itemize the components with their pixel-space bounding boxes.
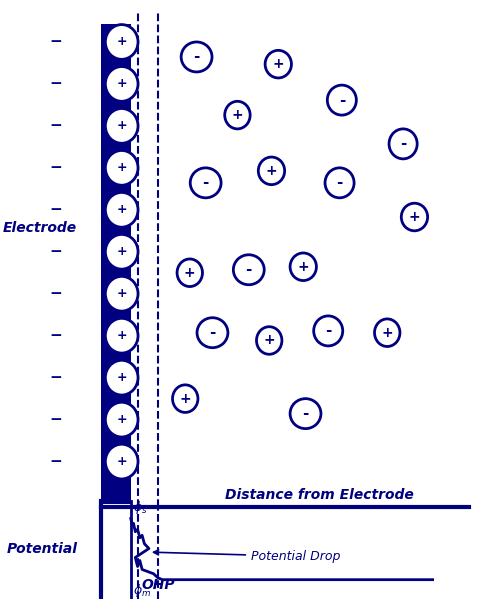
Text: $\phi_s$: $\phi_s$ [133, 499, 148, 516]
Ellipse shape [257, 327, 282, 355]
Ellipse shape [265, 51, 292, 78]
Text: +: + [179, 391, 191, 406]
Text: -: - [400, 136, 406, 151]
Text: -: - [246, 262, 252, 277]
Text: +: + [116, 203, 127, 216]
Ellipse shape [105, 66, 138, 101]
FancyBboxPatch shape [101, 24, 131, 504]
Ellipse shape [314, 316, 343, 346]
Text: $\phi_m$: $\phi_m$ [133, 582, 151, 599]
Ellipse shape [105, 151, 138, 185]
Text: −: − [50, 77, 62, 92]
Ellipse shape [105, 235, 138, 269]
Text: Potential Drop: Potential Drop [153, 550, 340, 563]
Ellipse shape [190, 168, 221, 198]
Text: -: - [203, 175, 209, 191]
Text: Potential: Potential [7, 541, 78, 555]
Text: +: + [263, 333, 275, 347]
Text: +: + [297, 260, 309, 274]
Text: +: + [116, 329, 127, 342]
Ellipse shape [105, 444, 138, 479]
Text: +: + [116, 371, 127, 384]
Text: +: + [116, 455, 127, 468]
Text: −: − [50, 412, 62, 427]
Text: −: − [50, 203, 62, 217]
Ellipse shape [173, 385, 198, 412]
Ellipse shape [197, 318, 228, 348]
Text: -: - [325, 323, 331, 338]
Text: -: - [338, 93, 345, 107]
Text: +: + [116, 287, 127, 300]
Text: −: − [50, 286, 62, 302]
Text: -: - [337, 175, 343, 191]
Text: +: + [381, 326, 393, 339]
Text: +: + [409, 210, 420, 224]
Text: −: − [50, 118, 62, 133]
Text: +: + [272, 57, 284, 71]
Ellipse shape [389, 129, 417, 159]
Text: -: - [209, 325, 216, 340]
Text: +: + [116, 162, 127, 174]
Text: +: + [232, 108, 243, 122]
Ellipse shape [105, 318, 138, 353]
Text: +: + [116, 36, 127, 48]
Ellipse shape [290, 399, 321, 429]
Ellipse shape [105, 109, 138, 144]
Text: −: − [50, 328, 62, 343]
Text: −: − [50, 370, 62, 385]
Text: Distance from Electrode: Distance from Electrode [225, 488, 413, 502]
Ellipse shape [325, 168, 354, 198]
Ellipse shape [105, 25, 138, 59]
Ellipse shape [105, 360, 138, 395]
Ellipse shape [290, 253, 316, 280]
Text: −: − [50, 454, 62, 469]
Text: OHP: OHP [141, 578, 175, 592]
Ellipse shape [402, 203, 428, 231]
Text: +: + [116, 77, 127, 90]
Ellipse shape [225, 101, 250, 129]
Ellipse shape [105, 192, 138, 227]
Ellipse shape [181, 42, 212, 72]
Ellipse shape [327, 85, 357, 115]
Ellipse shape [374, 319, 400, 347]
Ellipse shape [177, 259, 203, 286]
Ellipse shape [258, 157, 284, 185]
Text: +: + [116, 245, 127, 258]
Ellipse shape [105, 276, 138, 311]
Text: −: − [50, 34, 62, 49]
Ellipse shape [233, 255, 264, 285]
Ellipse shape [105, 402, 138, 437]
Text: −: − [50, 160, 62, 175]
Text: +: + [266, 164, 277, 178]
Text: −: − [50, 244, 62, 259]
Text: +: + [116, 413, 127, 426]
Text: +: + [184, 266, 196, 280]
Text: +: + [116, 119, 127, 133]
Text: Electrode: Electrode [3, 221, 77, 235]
Text: -: - [302, 406, 309, 421]
Text: -: - [194, 49, 200, 65]
